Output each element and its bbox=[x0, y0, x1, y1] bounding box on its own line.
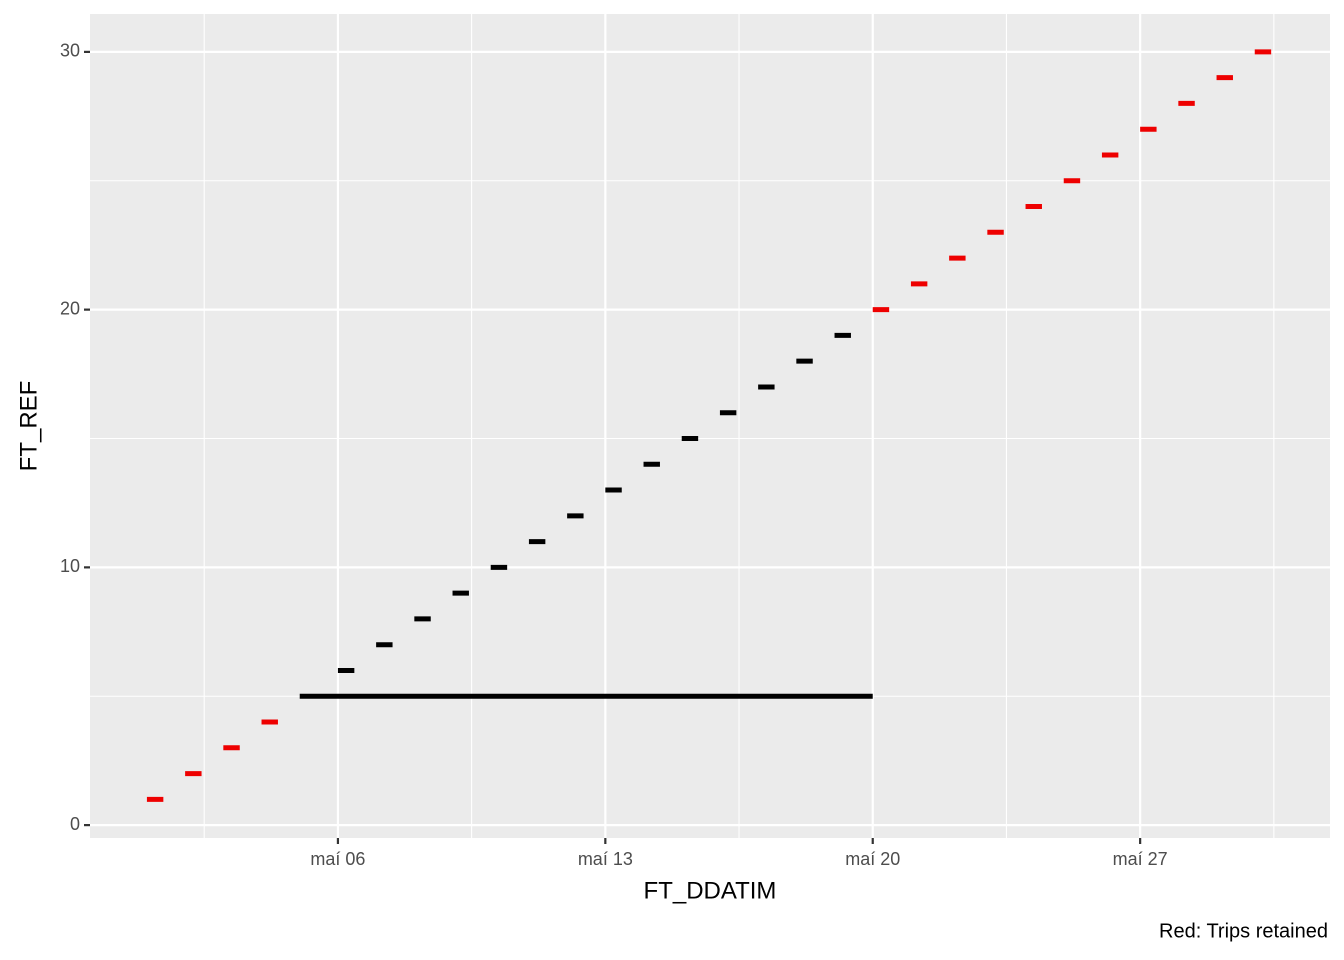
x-axis-title: FT_DDATIM bbox=[644, 877, 777, 904]
x-tick-label: maí 13 bbox=[578, 849, 633, 869]
y-tick-label: 20 bbox=[60, 298, 80, 318]
caption: Red: Trips retained bbox=[1159, 920, 1328, 942]
panel bbox=[90, 14, 1330, 838]
x-tick-label: maí 06 bbox=[310, 849, 365, 869]
x-tick-label: maí 27 bbox=[1113, 849, 1168, 869]
x-tick-label: maí 20 bbox=[845, 849, 900, 869]
y-tick-label: 10 bbox=[60, 556, 80, 576]
y-tick-label: 0 bbox=[70, 814, 80, 834]
y-axis-title: FT_REF bbox=[15, 381, 42, 472]
y-tick-label: 30 bbox=[60, 41, 80, 61]
